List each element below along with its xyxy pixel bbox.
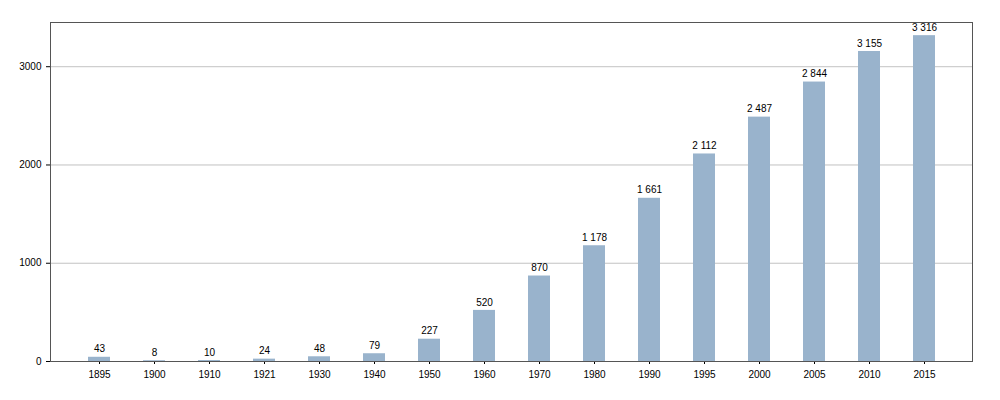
svg-text:8: 8 (152, 347, 158, 358)
svg-text:870: 870 (531, 262, 548, 273)
svg-text:2 112: 2 112 (692, 140, 717, 151)
svg-text:227: 227 (421, 325, 438, 336)
svg-text:1980: 1980 (583, 369, 606, 380)
svg-text:24: 24 (259, 345, 271, 356)
svg-text:2 844: 2 844 (802, 68, 827, 79)
svg-text:2005: 2005 (803, 369, 826, 380)
svg-text:10: 10 (204, 347, 216, 358)
svg-text:1900: 1900 (143, 369, 166, 380)
svg-text:1 661: 1 661 (637, 184, 662, 195)
svg-text:1950: 1950 (418, 369, 441, 380)
svg-text:2 487: 2 487 (747, 103, 772, 114)
svg-text:1910: 1910 (198, 369, 221, 380)
svg-text:1000: 1000 (19, 257, 42, 268)
svg-text:1995: 1995 (693, 369, 716, 380)
svg-text:3 316: 3 316 (912, 22, 937, 33)
svg-text:1921: 1921 (253, 369, 276, 380)
svg-text:1940: 1940 (363, 369, 386, 380)
svg-text:1990: 1990 (638, 369, 661, 380)
svg-text:79: 79 (369, 340, 381, 351)
svg-text:1895: 1895 (88, 369, 111, 380)
svg-text:3 155: 3 155 (857, 38, 882, 49)
svg-text:2000: 2000 (19, 159, 42, 170)
svg-text:2000: 2000 (748, 369, 771, 380)
svg-text:1930: 1930 (308, 369, 331, 380)
svg-text:48: 48 (314, 343, 326, 354)
svg-text:43: 43 (94, 343, 106, 354)
svg-text:1 178: 1 178 (582, 232, 607, 243)
svg-text:1970: 1970 (528, 369, 551, 380)
svg-text:1960: 1960 (473, 369, 496, 380)
svg-text:2015: 2015 (913, 369, 936, 380)
svg-text:520: 520 (476, 297, 493, 308)
svg-text:2010: 2010 (858, 369, 881, 380)
svg-text:3000: 3000 (19, 61, 42, 72)
svg-text:0: 0 (36, 356, 42, 367)
